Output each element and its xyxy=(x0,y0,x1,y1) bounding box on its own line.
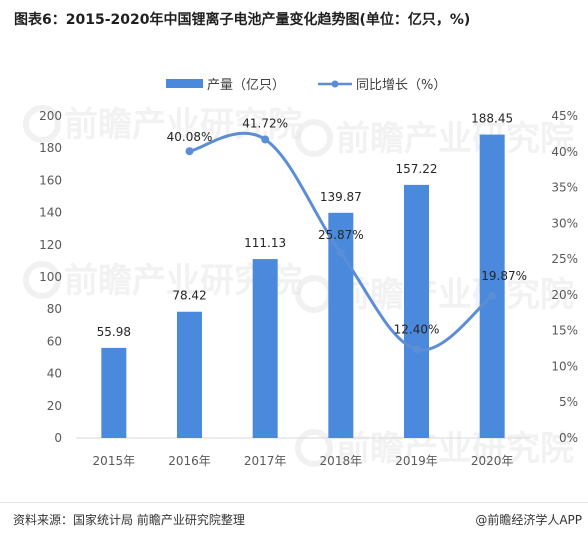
right-axis-tick: 20% xyxy=(551,288,578,302)
x-axis-tick: 2018年 xyxy=(320,454,363,468)
right-axis: 0% 5% 10% 15% 20% 25% 30% 35% 40% 45% xyxy=(551,109,578,445)
bar xyxy=(101,347,127,438)
bar-series xyxy=(101,134,505,438)
watermark-text: 前瞻产业研究院 xyxy=(336,429,574,469)
growth-point xyxy=(488,291,497,300)
growth-labels: 40.08% 41.72% 25.87% 12.40% 19.87% xyxy=(167,116,527,336)
watermark-text: 前瞻产业研究院 xyxy=(336,119,574,159)
growth-value-label: 19.87% xyxy=(481,269,527,283)
growth-point xyxy=(412,345,421,354)
left-axis-tick: 100 xyxy=(39,270,62,284)
x-axis-tick: 2016年 xyxy=(168,454,211,468)
watermark-logo-icon xyxy=(23,261,61,299)
bar xyxy=(404,184,429,438)
x-axis-tick: 2017年 xyxy=(244,454,287,468)
growth-point xyxy=(336,248,345,257)
bar-value-label: 139.87 xyxy=(320,190,362,204)
growth-point xyxy=(261,135,270,144)
brand-note: @前瞻经济学人APP xyxy=(475,513,582,527)
right-axis-tick: 30% xyxy=(551,216,578,230)
right-axis-tick: 10% xyxy=(551,359,578,373)
legend: 产量（亿只） 同比增长（%） xyxy=(166,78,446,93)
bar xyxy=(328,212,354,438)
left-axis: 0 20 40 60 80 100 120 140 160 180 200 xyxy=(39,109,62,445)
bar-value-label: 157.22 xyxy=(396,162,438,176)
right-axis-tick: 5% xyxy=(559,395,578,409)
watermark-logo-icon xyxy=(23,105,61,143)
right-axis-tick: 25% xyxy=(551,252,578,266)
left-axis-tick: 40 xyxy=(47,367,62,381)
growth-points xyxy=(185,135,497,354)
bar xyxy=(479,134,505,438)
right-axis-tick: 15% xyxy=(551,324,578,338)
left-axis-tick: 80 xyxy=(47,302,62,316)
left-axis-tick: 160 xyxy=(39,173,62,187)
x-axis-tick: 2020年 xyxy=(471,454,514,468)
legend-bar-label: 产量（亿只） xyxy=(207,78,285,93)
growth-value-label: 25.87% xyxy=(318,228,364,242)
legend-bar-swatch xyxy=(166,79,203,88)
legend-line-marker xyxy=(331,80,339,88)
left-axis-tick: 180 xyxy=(39,141,62,155)
chart-title: 图表6：2015-2020年中国锂离子电池产量变化趋势图(单位：亿只，%) xyxy=(14,12,471,28)
watermark-text: 前瞻产业研究院 xyxy=(336,275,574,315)
left-axis-tick: 140 xyxy=(39,206,62,220)
bar xyxy=(177,311,202,438)
right-axis-tick: 45% xyxy=(551,109,578,123)
bar-labels: 55.98 78.42 111.13 139.87 157.22 188.45 xyxy=(97,112,514,339)
growth-value-label: 41.72% xyxy=(242,116,288,130)
x-axis-ticks: 2015年 2016年 2017年 2018年 2019年 2020年 xyxy=(93,454,514,468)
right-axis-tick: 40% xyxy=(551,145,578,159)
watermark-logo-icon xyxy=(295,275,333,313)
growth-point xyxy=(185,147,194,156)
left-axis-tick: 120 xyxy=(39,238,62,252)
growth-value-label: 40.08% xyxy=(167,130,213,144)
left-axis-tick: 60 xyxy=(47,334,62,348)
left-axis-tick: 200 xyxy=(39,109,62,123)
watermark-logo-icon xyxy=(295,429,333,467)
source-note: 资料来源：国家统计局 前瞻产业研究院整理 xyxy=(13,513,245,527)
watermark-logo-icon xyxy=(295,119,333,157)
x-axis-tick: 2015年 xyxy=(93,454,136,468)
legend-line-label: 同比增长（%） xyxy=(356,78,446,93)
bar-value-label: 55.98 xyxy=(97,325,131,339)
bar-value-label: 111.13 xyxy=(244,236,286,250)
right-axis-tick: 0% xyxy=(559,431,578,445)
bar-value-label: 78.42 xyxy=(172,289,206,303)
x-axis-tick: 2019年 xyxy=(395,454,438,468)
footer: 资料来源：国家统计局 前瞻产业研究院整理 @前瞻经济学人APP xyxy=(0,502,588,533)
left-axis-tick: 20 xyxy=(47,399,62,413)
bar-value-label: 188.45 xyxy=(471,112,513,126)
right-axis-tick: 35% xyxy=(551,181,578,195)
bar xyxy=(252,259,278,438)
left-axis-tick: 0 xyxy=(54,431,62,445)
growth-value-label: 12.40% xyxy=(394,322,440,336)
